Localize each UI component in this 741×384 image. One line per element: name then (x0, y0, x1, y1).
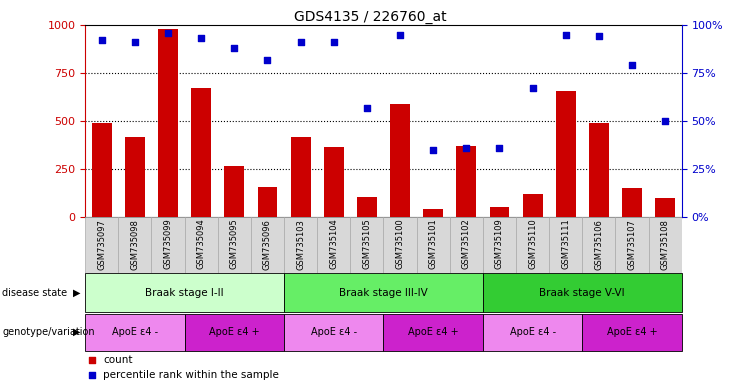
Bar (616, 217, 648, 273)
Bar (549, 217, 582, 273)
Bar (456, 146, 476, 217)
Bar (655, 198, 675, 217)
Text: GSM735097: GSM735097 (97, 218, 106, 270)
Bar (384, 314, 483, 351)
Bar (251, 217, 284, 273)
Point (626, 62, 638, 68)
Text: count: count (103, 355, 133, 365)
Point (394, 31, 406, 38)
Bar (225, 166, 245, 217)
Text: GSM735104: GSM735104 (329, 218, 338, 270)
Text: ApoE ε4 -: ApoE ε4 - (310, 327, 357, 337)
Text: GSM735110: GSM735110 (528, 218, 537, 270)
Text: ▶: ▶ (73, 327, 80, 337)
Bar (191, 88, 211, 217)
Bar (516, 217, 549, 273)
Text: GSM735107: GSM735107 (628, 218, 637, 270)
Text: GSM735105: GSM735105 (362, 218, 371, 270)
Bar (357, 197, 377, 217)
Bar (582, 217, 616, 273)
Bar (125, 137, 144, 217)
Text: GSM735108: GSM735108 (661, 218, 670, 270)
Bar (158, 29, 178, 217)
Bar (284, 273, 483, 312)
Point (228, 45, 240, 51)
Text: ApoE ε4 -: ApoE ε4 - (510, 327, 556, 337)
Point (428, 147, 439, 153)
Point (295, 39, 307, 45)
Bar (85, 273, 284, 312)
Bar (589, 123, 609, 217)
Point (559, 31, 571, 38)
Text: percentile rank within the sample: percentile rank within the sample (103, 370, 279, 380)
Bar (185, 217, 218, 273)
Bar (582, 314, 682, 351)
Text: GSM735096: GSM735096 (263, 218, 272, 270)
Text: ApoE ε4 +: ApoE ε4 + (607, 327, 657, 337)
Text: GSM735100: GSM735100 (396, 218, 405, 270)
Text: Braak stage I-II: Braak stage I-II (145, 288, 224, 298)
Bar (185, 314, 284, 351)
Bar (483, 273, 682, 312)
Point (460, 145, 472, 151)
Point (262, 56, 273, 63)
Bar (151, 217, 185, 273)
Point (593, 33, 605, 40)
Text: GSM735106: GSM735106 (594, 218, 603, 270)
Bar (648, 217, 682, 273)
Bar (218, 217, 251, 273)
Text: GSM735102: GSM735102 (462, 218, 471, 270)
Bar (483, 314, 582, 351)
Text: GSM735099: GSM735099 (164, 218, 173, 270)
Text: Braak stage III-IV: Braak stage III-IV (339, 288, 428, 298)
Bar (85, 314, 185, 351)
Point (96, 37, 107, 43)
Text: ▶: ▶ (73, 288, 80, 298)
Point (442, 302, 454, 308)
Text: GSM735103: GSM735103 (296, 218, 305, 270)
Point (361, 104, 373, 111)
Bar (317, 217, 350, 273)
Bar (556, 91, 576, 217)
Bar (390, 104, 410, 217)
Text: GSM735098: GSM735098 (130, 218, 139, 270)
Point (196, 35, 207, 41)
Bar (324, 147, 344, 217)
Point (659, 118, 671, 124)
Bar (423, 209, 443, 217)
Bar (85, 217, 119, 273)
Bar (350, 217, 384, 273)
Bar (284, 314, 384, 351)
Point (494, 145, 505, 151)
Bar (483, 217, 516, 273)
Text: GSM735094: GSM735094 (196, 218, 206, 270)
Bar (622, 188, 642, 217)
Point (328, 39, 339, 45)
Bar (290, 137, 310, 217)
Point (162, 30, 174, 36)
Text: disease state: disease state (2, 288, 67, 298)
Text: Braak stage V-VI: Braak stage V-VI (539, 288, 625, 298)
Bar (92, 123, 112, 217)
Bar (258, 187, 277, 217)
Point (527, 85, 539, 91)
Bar (450, 217, 483, 273)
Bar (384, 217, 416, 273)
Text: ApoE ε4 -: ApoE ε4 - (112, 327, 158, 337)
Text: GSM735111: GSM735111 (561, 218, 571, 270)
Bar (522, 194, 542, 217)
Text: ApoE ε4 +: ApoE ε4 + (408, 327, 459, 337)
Text: GSM735109: GSM735109 (495, 218, 504, 270)
Bar (119, 217, 151, 273)
Bar (490, 207, 509, 217)
Point (129, 39, 141, 45)
Bar (416, 217, 450, 273)
Text: GSM735095: GSM735095 (230, 218, 239, 270)
Text: genotype/variation: genotype/variation (2, 327, 95, 337)
Point (442, 162, 454, 169)
Text: ApoE ε4 +: ApoE ε4 + (209, 327, 259, 337)
Bar (284, 217, 317, 273)
Text: GDS4135 / 226760_at: GDS4135 / 226760_at (294, 10, 447, 23)
Text: GSM735101: GSM735101 (429, 218, 438, 270)
